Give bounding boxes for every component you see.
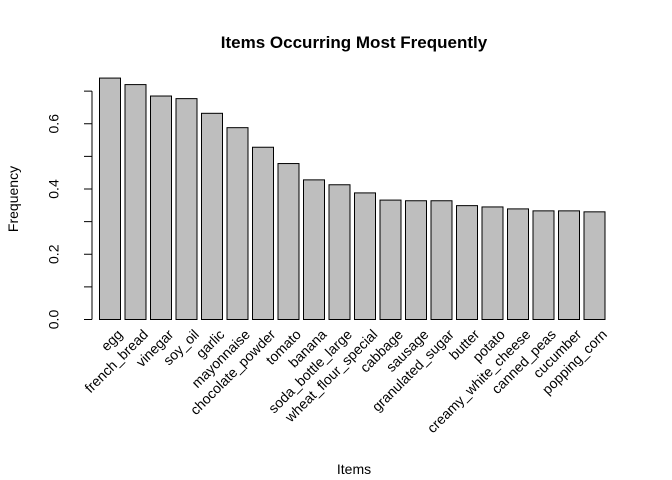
y-axis: 0.0 0.2 0.4 0.6: [46, 90, 93, 330]
bar-tomato: [277, 163, 300, 320]
bar-soda-bottle-large: [328, 184, 351, 320]
y-tick-label-3: 0.6: [46, 114, 62, 134]
chart-title: Items Occurring Most Frequently: [221, 33, 488, 52]
bar-egg: [99, 77, 121, 320]
bar-creamy-white-cheese: [507, 208, 529, 320]
bar-garlic: [201, 112, 223, 320]
bar-vinegar: [150, 95, 172, 320]
bars-group: [99, 77, 606, 320]
x-axis-labels: eggfrench_breadvinegarsoy_oilgarlicmayon…: [81, 326, 610, 436]
y-axis-title: Frequency: [5, 166, 21, 232]
bar-popping-corn: [583, 211, 606, 320]
bar-potato: [481, 206, 504, 320]
bar-mayonnaise: [226, 127, 249, 320]
bar-cucumber: [558, 210, 580, 320]
y-tick-label-1: 0.2: [46, 244, 62, 264]
x-axis-title: Items: [337, 461, 371, 477]
bar-wheat-flour-special: [354, 192, 376, 320]
bar-soy-oil: [175, 98, 198, 320]
bar-sausage: [405, 200, 427, 320]
bar-butter: [456, 205, 478, 320]
bar-granulated-sugar: [430, 200, 453, 320]
bar-french-bread: [124, 84, 147, 320]
bar-banana: [303, 179, 325, 320]
bar-cabbage: [379, 199, 402, 320]
bar-canned-peas: [532, 210, 555, 320]
bar-chocolate-powder: [252, 146, 274, 320]
y-tick-label-2: 0.4: [46, 179, 62, 199]
y-tick-label-0: 0.0: [46, 310, 62, 330]
